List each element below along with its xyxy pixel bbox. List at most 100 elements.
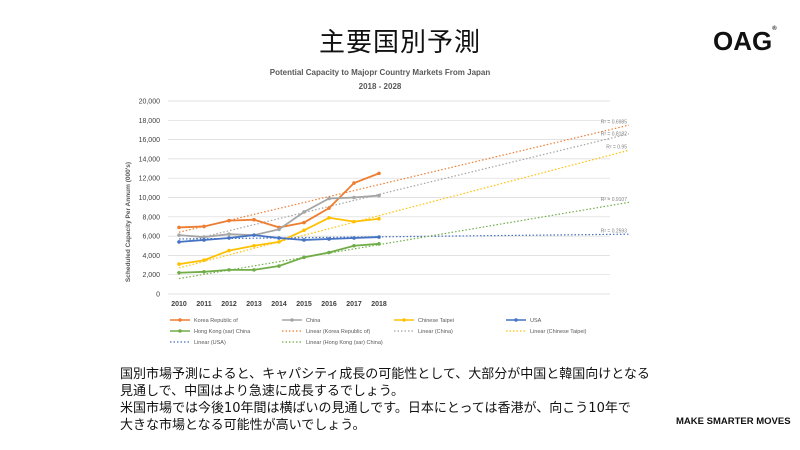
data-point-hongkong <box>202 270 206 274</box>
legend-label: Hong Kong (sar) China <box>194 329 251 335</box>
legend-marker-korea <box>178 318 182 322</box>
x-tick-label: 2014 <box>271 301 287 308</box>
data-series <box>177 171 381 275</box>
legend-label: China <box>306 318 321 324</box>
trendline-china <box>178 133 630 244</box>
body-line: 見通しで、中国はより急速に成長するでしょう。 <box>120 384 405 399</box>
y-tick-label: 18,000 <box>139 118 161 125</box>
data-point-china <box>352 195 356 200</box>
x-tick-label: 2017 <box>346 301 362 308</box>
chart-subtitle: 2018 - 2028 <box>359 82 402 91</box>
x-tick-label: 2013 <box>246 301 262 308</box>
data-point-korea <box>227 218 231 223</box>
y-tick-label: 12,000 <box>139 176 161 183</box>
data-point-korea <box>177 225 181 230</box>
data-point-taipei <box>177 262 181 266</box>
trendline-usa <box>178 233 630 240</box>
x-tick-label: 2012 <box>221 301 237 308</box>
data-point-taipei <box>352 219 356 224</box>
r-squared-label: R² = 0.8182 <box>601 131 627 137</box>
legend-label: Linear (USA) <box>194 340 226 346</box>
data-point-china <box>227 232 231 236</box>
trendlines <box>178 124 630 280</box>
y-tick-label: 20,000 <box>139 99 161 106</box>
y-tick-label: 4,000 <box>142 253 160 260</box>
trendline-korea <box>178 124 630 233</box>
logo-text: OAG <box>713 26 773 56</box>
x-tick-label: 2011 <box>196 301 211 308</box>
capacity-chart: Potential Capacity to Majopr Country Mar… <box>125 68 630 346</box>
r-squared-label: R² = 0.9107 <box>601 197 627 203</box>
legend-label: Linear (Korea Republic of) <box>306 329 370 335</box>
legend-label: Linear (Chinese Taipei) <box>530 329 587 335</box>
legend-label: Korea Republic of <box>194 318 238 324</box>
data-point-hongkong <box>177 270 181 275</box>
r-squared-label: R² = 0.6985 <box>601 120 627 126</box>
y-tick-label: 16,000 <box>139 137 161 144</box>
data-point-usa <box>352 236 356 240</box>
data-point-china <box>202 235 206 239</box>
y-tick-label: 10,000 <box>139 195 161 202</box>
legend: Korea Republic of China Chinese Taipei USA H… <box>170 318 587 346</box>
legend-label: Chinese Taipei <box>418 318 454 324</box>
trendline-taipei <box>178 149 630 269</box>
body-text: 国別市場予測によると、キャパシティ成長の可能性として、大部分が中国と韓国向けとな… <box>120 366 680 434</box>
data-point-taipei <box>202 258 206 263</box>
data-point-korea <box>377 171 381 176</box>
data-point-hongkong <box>302 255 306 260</box>
data-point-hongkong <box>377 242 381 246</box>
logo-trademark-icon: ® <box>772 26 777 32</box>
data-point-korea <box>302 220 306 225</box>
x-tick-label: 2016 <box>321 301 337 308</box>
x-axis-ticks: 2010 2011 2012 2013 2014 2015 2016 2017 2018 <box>171 301 387 308</box>
series-line-korea <box>178 172 380 229</box>
legend-marker-usa <box>514 318 518 322</box>
data-point-usa <box>227 236 231 240</box>
legend-label: USA <box>530 318 542 324</box>
body-line: 国別市場予測によると、キャパシティ成長の可能性として、大部分が中国と韓国向けとな… <box>120 367 650 382</box>
r-squared-labels: R² = 0.6985 R² = 0.8182 R² = 0.95 R² = 0.25… <box>601 120 627 235</box>
data-point-usa <box>377 235 381 239</box>
data-point-taipei <box>227 248 231 253</box>
legend-marker-china <box>290 318 294 322</box>
y-axis-label: Scheduled Capacity Per Annum (000's) <box>125 162 132 282</box>
r-squared-label: R² = 0.95 <box>606 145 627 151</box>
legend-label: Linear (Hong Kong (sar) China) <box>306 340 383 346</box>
data-point-china <box>277 227 281 232</box>
data-point-usa <box>177 240 181 244</box>
chart-container: Potential Capacity to Majopr Country Mar… <box>110 60 650 350</box>
y-tick-label: 8,000 <box>142 214 160 221</box>
oag-logo: OAG® <box>713 26 777 57</box>
data-point-taipei <box>377 216 381 221</box>
tagline: MAKE SMARTER MOVES <box>676 416 791 427</box>
gridlines <box>168 100 610 295</box>
data-point-china <box>302 210 306 214</box>
legend-marker-taipei <box>402 318 406 322</box>
data-point-hongkong <box>227 268 231 272</box>
y-tick-label: 6,000 <box>142 234 160 241</box>
body-line: 大きな市場となる可能性が高いでしょう。 <box>120 418 366 433</box>
y-tick-label: 14,000 <box>139 156 161 163</box>
r-squared-label: R² = 0.2593 <box>601 229 627 235</box>
chart-title: Potential Capacity to Majopr Country Mar… <box>270 68 491 77</box>
data-point-china <box>177 233 181 237</box>
body-line: 米国市場では今後10年間は横ばいの見通しです。日本にとっては香港が、向こう10年… <box>120 401 631 416</box>
data-point-hongkong <box>327 250 331 255</box>
trendline-hongkong <box>178 201 630 280</box>
legend-label: Linear (China) <box>418 329 453 335</box>
x-tick-label: 2018 <box>371 301 387 308</box>
data-point-korea <box>327 206 331 210</box>
data-point-korea <box>252 217 256 222</box>
data-point-usa <box>302 238 306 242</box>
data-point-taipei <box>302 228 306 233</box>
data-point-taipei <box>252 243 256 248</box>
data-point-hongkong <box>352 243 356 248</box>
slide-title: 主要国別予測 <box>318 28 481 58</box>
y-axis-ticks: 0 2,000 4,000 6,000 8,000 10,000 12,000 14,000 1… <box>139 99 161 299</box>
data-point-taipei <box>277 240 281 244</box>
data-point-korea <box>352 181 356 185</box>
data-point-usa <box>202 238 206 242</box>
data-point-hongkong <box>277 264 281 268</box>
data-point-usa <box>327 237 331 241</box>
x-tick-label: 2010 <box>171 301 187 308</box>
